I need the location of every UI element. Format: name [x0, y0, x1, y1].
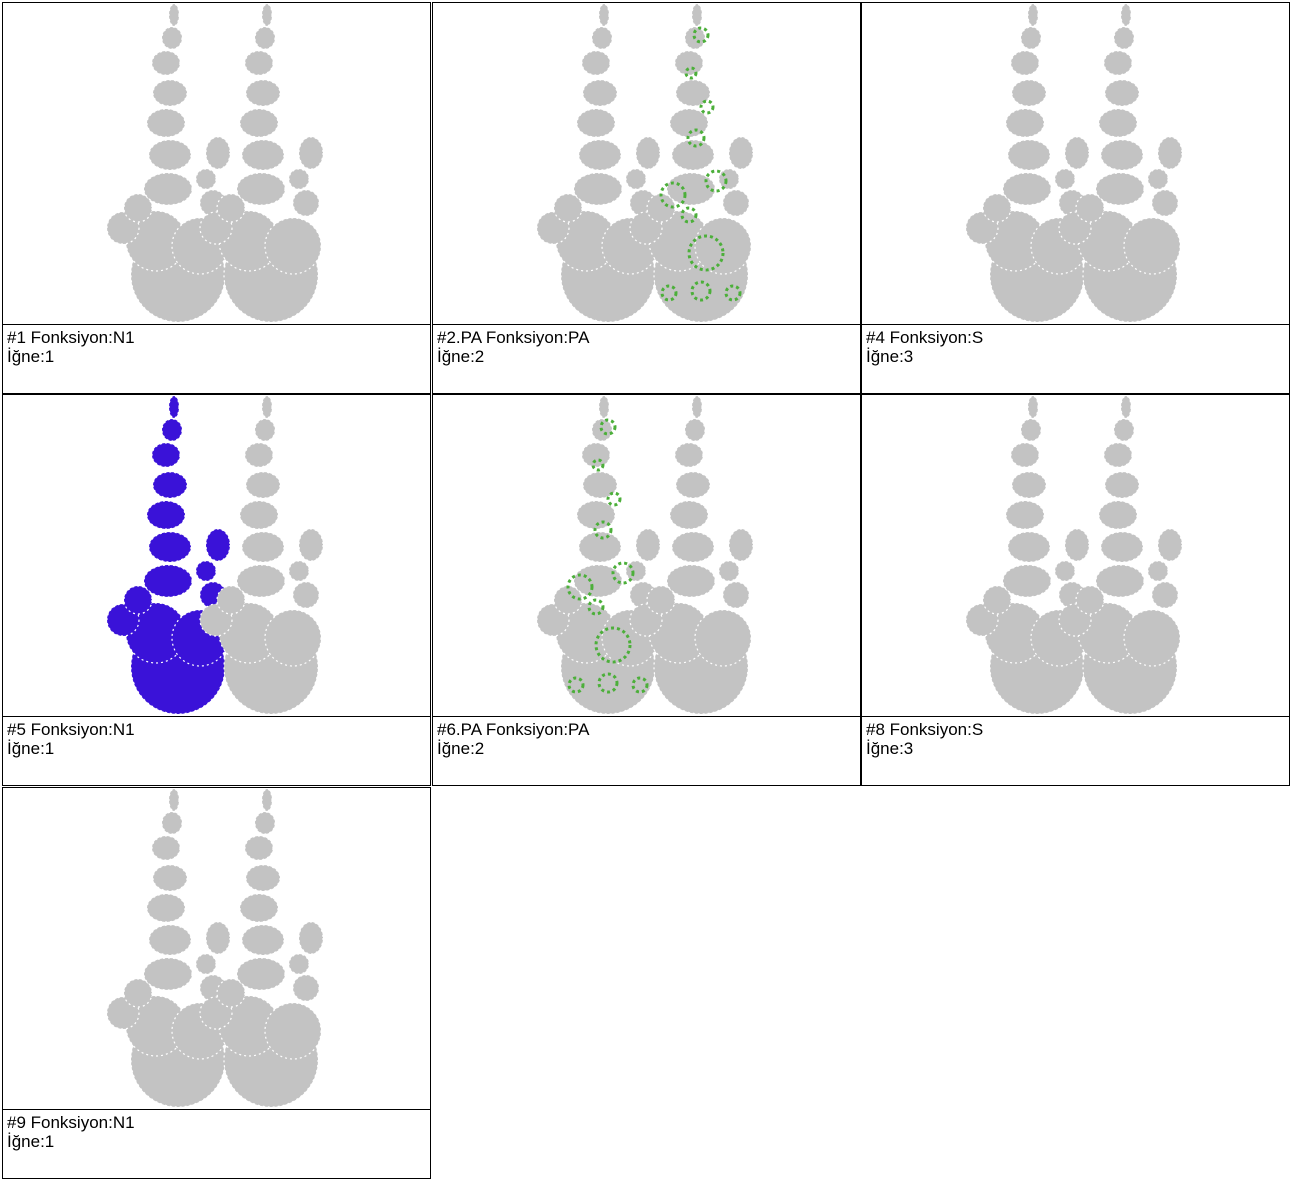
design-preview [106, 788, 324, 1108]
cell-needle: İğne:2 [437, 347, 485, 366]
design-cell: #5 Fonksiyon:N1 İğne:1 [2, 394, 431, 786]
cell-label: #1 Fonksiyon:N1 [7, 328, 135, 347]
design-preview [536, 3, 754, 323]
cell-needle: İğne:1 [7, 347, 55, 366]
cell-label: #9 Fonksiyon:N1 [7, 1113, 135, 1132]
design-column [106, 788, 231, 1108]
cell-needle: İğne:1 [7, 1132, 55, 1151]
cell-needle: İğne:2 [437, 739, 485, 758]
caption: #2.PA Fonksiyon:PA İğne:2 [433, 324, 860, 394]
cell-label: #4 Fonksiyon:S [866, 328, 984, 347]
design-column [106, 3, 231, 323]
design-preview [106, 395, 324, 715]
caption: #9 Fonksiyon:N1 İğne:1 [3, 1109, 430, 1179]
design-column [106, 395, 231, 715]
caption: #8 Fonksiyon:S İğne:3 [862, 716, 1289, 786]
design-column [965, 395, 1090, 715]
design-cell: #4 Fonksiyon:S İğne:3 [861, 2, 1290, 394]
cell-needle: İğne:3 [866, 739, 914, 758]
cell-label: #6.PA Fonksiyon:PA [437, 720, 590, 739]
design-preview [106, 3, 324, 323]
caption: #4 Fonksiyon:S İğne:3 [862, 324, 1289, 394]
design-preview [965, 395, 1183, 715]
design-cell: #6.PA Fonksiyon:PA İğne:2 [432, 394, 861, 786]
caption: #5 Fonksiyon:N1 İğne:1 [3, 716, 430, 786]
cell-needle: İğne:3 [866, 347, 914, 366]
design-cell: #9 Fonksiyon:N1 İğne:1 [2, 787, 431, 1179]
design-column [965, 3, 1090, 323]
design-preview [536, 395, 754, 715]
cell-label: #5 Fonksiyon:N1 [7, 720, 135, 739]
caption: #1 Fonksiyon:N1 İğne:1 [3, 324, 430, 394]
design-column [536, 3, 661, 323]
design-preview [965, 3, 1183, 323]
cell-label: #8 Fonksiyon:S [866, 720, 984, 739]
cell-needle: İğne:1 [7, 739, 55, 758]
design-column [536, 395, 661, 715]
design-cell: #1 Fonksiyon:N1 İğne:1 [2, 2, 431, 394]
caption: #6.PA Fonksiyon:PA İğne:2 [433, 716, 860, 786]
design-cell: #8 Fonksiyon:S İğne:3 [861, 394, 1290, 786]
design-cell: #2.PA Fonksiyon:PA İğne:2 [432, 2, 861, 394]
cell-label: #2.PA Fonksiyon:PA [437, 328, 590, 347]
